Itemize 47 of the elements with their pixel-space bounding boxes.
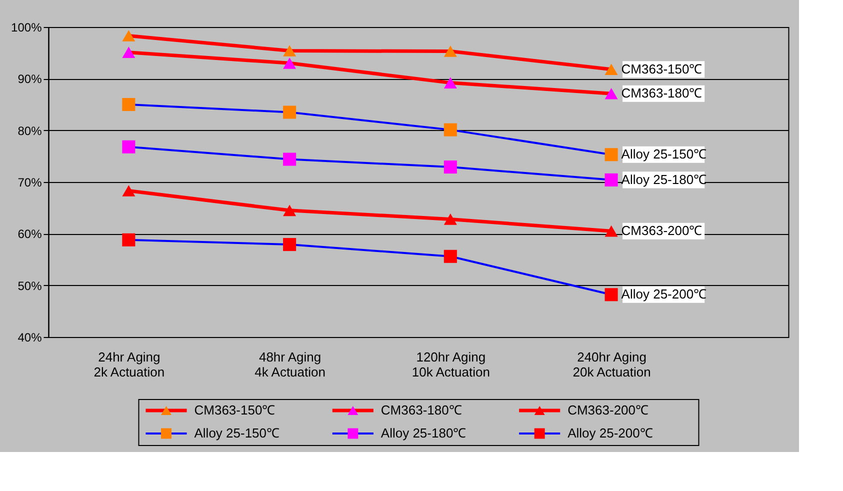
y-tick-label: 40%	[18, 330, 42, 344]
point	[283, 106, 296, 119]
legend-label: CM363-150℃	[194, 402, 276, 418]
text: CM363-200℃	[621, 223, 702, 238]
y-tick-label: 50%	[18, 278, 42, 293]
point	[283, 58, 296, 69]
y-tick-label: 90%	[18, 72, 42, 86]
x-tick-label: 240hr Aging 20k Actuation	[572, 350, 651, 380]
point	[604, 88, 618, 100]
point	[122, 46, 136, 58]
point	[283, 45, 296, 56]
x-tick-label: 48hr Aging 4k Actuation	[254, 350, 326, 380]
point	[122, 30, 136, 42]
y-tick-label: 70%	[18, 176, 42, 190]
point	[604, 173, 618, 186]
legend-label: CM363-180℃	[380, 402, 462, 418]
text: Alloy 25-150℃	[621, 146, 707, 162]
point	[283, 238, 296, 252]
point	[604, 64, 618, 76]
y-tick-label: 60%	[18, 227, 42, 242]
x-tick-label: 120hr Aging 10k Actuation	[412, 350, 490, 380]
x-tick-label: 24hr Aging 2k Actuation	[94, 350, 165, 380]
legend-label: Alloy 25-150℃	[194, 426, 280, 440]
point	[122, 185, 136, 196]
point	[444, 77, 457, 88]
text: Alloy 25-180℃	[621, 172, 707, 187]
point	[122, 98, 136, 112]
point	[283, 204, 296, 216]
legend-label: CM363-200℃	[568, 402, 649, 418]
point	[444, 123, 457, 136]
point	[444, 160, 457, 174]
point	[604, 148, 618, 162]
legend-label: Alloy 25-200℃	[568, 426, 653, 440]
point	[444, 250, 457, 263]
text: CM363-180℃	[621, 86, 702, 101]
point	[444, 46, 457, 57]
legend-label: Alloy 25-180℃	[380, 426, 466, 440]
point	[122, 140, 136, 154]
point	[444, 214, 457, 225]
point	[283, 152, 296, 166]
text: Alloy 25-200℃	[621, 286, 707, 302]
text: CM363-150℃	[621, 61, 702, 76]
point	[604, 288, 618, 302]
y-tick-label: 100%	[11, 20, 42, 34]
y-tick-label: 80%	[18, 124, 42, 138]
point	[122, 233, 136, 246]
point	[604, 225, 618, 237]
